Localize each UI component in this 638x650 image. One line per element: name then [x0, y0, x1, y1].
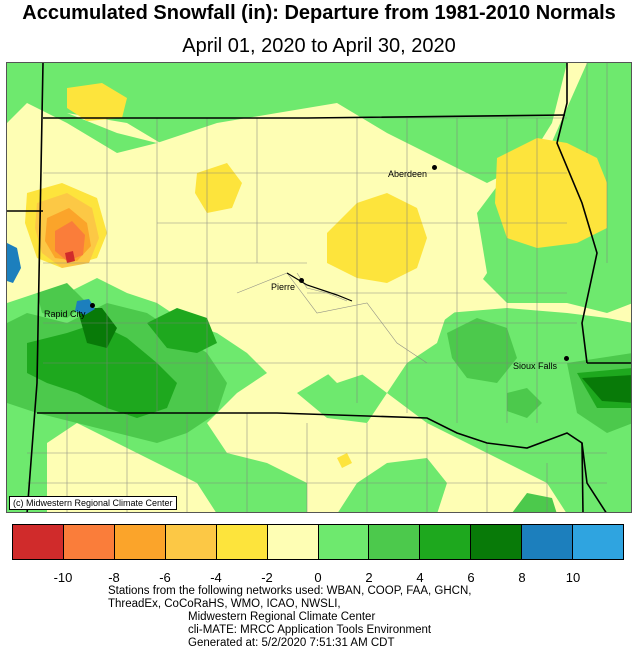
stations-line-3: Midwestern Regional Climate Center — [188, 611, 376, 623]
legend-swatch-5 — [267, 525, 319, 559]
legend-tick-label: -6 — [159, 570, 171, 585]
city-marker-aberdeen — [432, 165, 437, 170]
city-marker-pierre — [299, 278, 304, 283]
stations-info: Stations from the following networks use… — [108, 585, 548, 650]
stations-line-4: cli-MATE: MRCC Application Tools Environ… — [188, 624, 432, 636]
legend-tick-label: 8 — [518, 570, 526, 585]
city-marker-rapid-city — [90, 303, 95, 308]
legend-swatch-10 — [522, 525, 574, 559]
legend-swatch-2 — [114, 525, 166, 559]
legend-tick-label: 2 — [365, 570, 373, 585]
legend-tick-label: 6 — [467, 570, 475, 585]
legend-swatch-1 — [63, 525, 115, 559]
legend-tick-label: 0 — [314, 570, 322, 585]
legend-tick-label: 4 — [416, 570, 424, 585]
stations-line-5: Generated at: 5/2/2020 7:51:31 AM CDT — [188, 637, 395, 649]
map-subtitle: April 01, 2020 to April 30, 2020 — [182, 35, 456, 57]
city-label-sioux-falls: Sioux Falls — [513, 361, 558, 371]
legend-swatch-8 — [420, 525, 472, 559]
snowfall-map: Aberdeen Pierre Rapid City Sioux Falls (… — [6, 62, 632, 513]
legend-tick-label: -2 — [261, 570, 273, 585]
legend-swatch-11 — [573, 525, 624, 559]
city-label-aberdeen: Aberdeen — [388, 169, 428, 179]
map-title: Accumulated Snowfall (in): Departure fro… — [22, 2, 616, 24]
legend-swatch-7 — [369, 525, 421, 559]
city-label-pierre: Pierre — [271, 282, 296, 292]
legend-tick-label: -4 — [210, 570, 222, 585]
city-label-rapid-city: Rapid City — [44, 309, 86, 319]
legend-swatch-3 — [165, 525, 217, 559]
copyright-credit: (c) Midwestern Regional Climate Center — [9, 496, 177, 510]
stations-line-1: Stations from the following networks use… — [108, 585, 472, 597]
legend-swatch-0 — [13, 525, 64, 559]
city-marker-sioux-falls — [564, 356, 569, 361]
stations-line-2: ThreadEx, CoCoRaHS, WMO, ICAO, NWSLI, — [108, 598, 341, 610]
legend-tick-label: -10 — [53, 570, 73, 585]
legend-swatch-6 — [318, 525, 370, 559]
legend-tick-label: -8 — [108, 570, 120, 585]
snowfall-contour-map — [7, 63, 631, 512]
legend-tick-label: 10 — [565, 570, 581, 585]
legend-swatch-4 — [216, 525, 268, 559]
color-legend — [12, 524, 624, 560]
legend-swatch-9 — [471, 525, 523, 559]
